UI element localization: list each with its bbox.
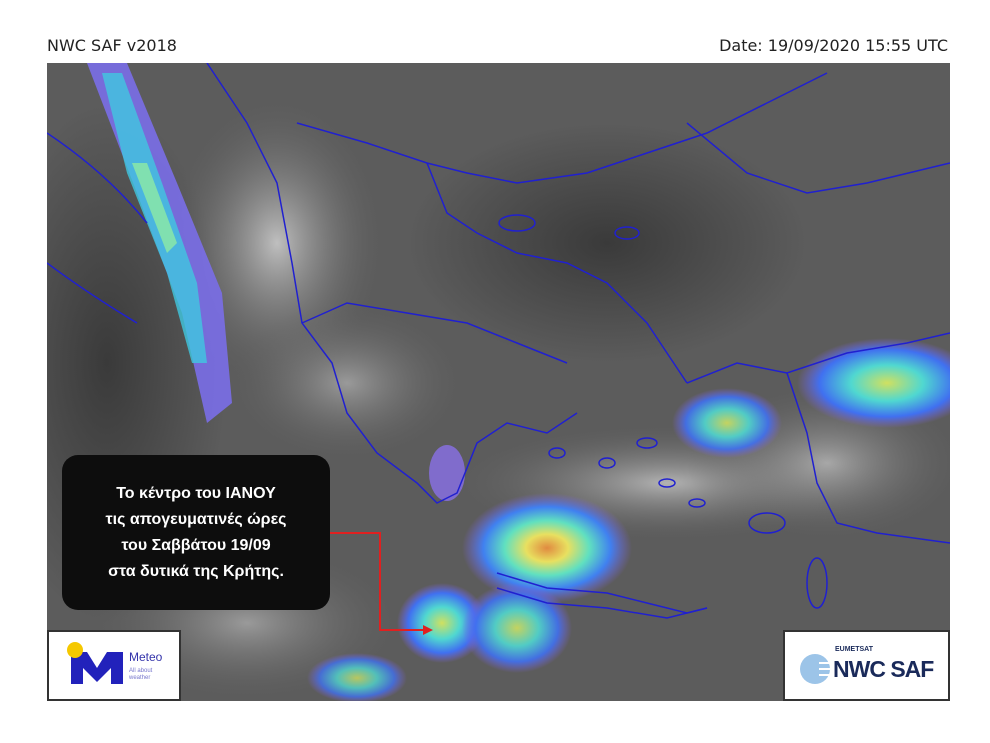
annotation-callout: Το κέντρο του ΙΑΝΟΥ τις απογευματινές ώρ… — [62, 455, 330, 610]
satellite-imagery — [47, 63, 950, 701]
nwcsaf-logo: EUMETSAT NWC SAF — [783, 630, 950, 701]
arrow-head-icon — [423, 625, 433, 635]
product-title: NWC SAF v2018 — [47, 36, 177, 55]
callout-line: Το κέντρο του ΙΑΝΟΥ — [116, 484, 276, 502]
meteo-name: Meteo — [129, 650, 163, 664]
storm-ianos-west — [397, 583, 487, 663]
meteo-m-icon — [67, 642, 123, 684]
eumetsat-label: EUMETSAT — [835, 646, 873, 653]
callout-line: στα δυτικά της Κρήτης. — [108, 562, 284, 580]
meteo-logo: Meteo All about weather — [47, 630, 181, 701]
eumetsat-globe-icon — [800, 654, 833, 684]
meteo-tagline: All about weather — [129, 668, 153, 681]
satellite-map — [47, 63, 950, 701]
callout-arrow — [330, 532, 425, 631]
storm-ianos-core — [462, 493, 632, 603]
callout-line: του Σαββάτου 19/09 — [121, 536, 271, 554]
image-date: Date: 19/09/2020 15:55 UTC — [719, 36, 948, 55]
aegean-dark — [407, 123, 807, 363]
callout-line: τις απογευματινές ώρες — [105, 510, 287, 528]
coastlines — [47, 63, 950, 619]
storm-east — [797, 338, 950, 428]
nwcsaf-name: NWC SAF — [833, 656, 934, 682]
